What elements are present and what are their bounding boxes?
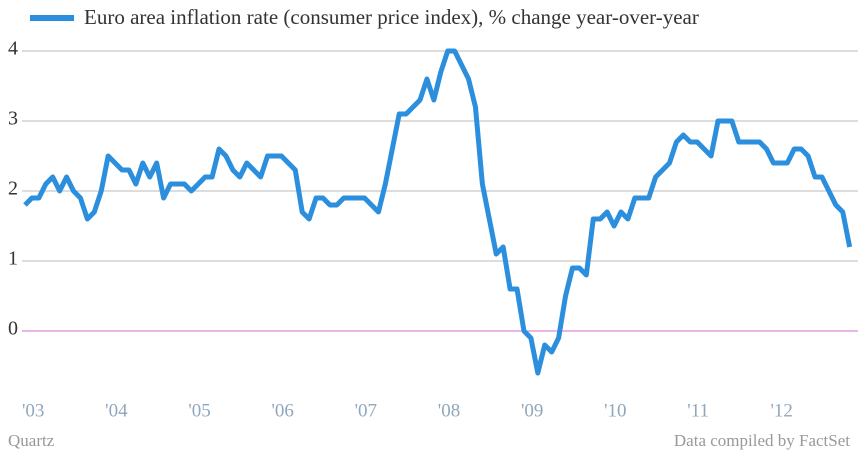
data-line xyxy=(23,48,853,376)
x-tick-label: '12 xyxy=(770,400,792,421)
x-tick-label: '08 xyxy=(438,400,460,421)
legend-label: Euro area inflation rate (consumer price… xyxy=(84,5,699,29)
y-tick-label: 3 xyxy=(8,108,18,130)
source-right: Data compiled by FactSet xyxy=(674,431,850,450)
x-tick-label: '03 xyxy=(22,400,44,421)
x-tick-label: '07 xyxy=(355,400,377,421)
y-tick-label: 1 xyxy=(8,248,18,270)
x-tick-label: '10 xyxy=(604,400,626,421)
source-left: Quartz xyxy=(8,431,55,450)
x-tick-label: '09 xyxy=(521,400,543,421)
x-tick-label: '06 xyxy=(271,400,293,421)
y-tick-label: 4 xyxy=(8,38,18,60)
y-tick-label: 2 xyxy=(8,178,18,200)
x-tick-label: '05 xyxy=(188,400,210,421)
x-tick-label: '04 xyxy=(105,400,128,421)
y-tick-label: 0 xyxy=(8,318,18,340)
x-tick-label: '11 xyxy=(687,400,709,421)
